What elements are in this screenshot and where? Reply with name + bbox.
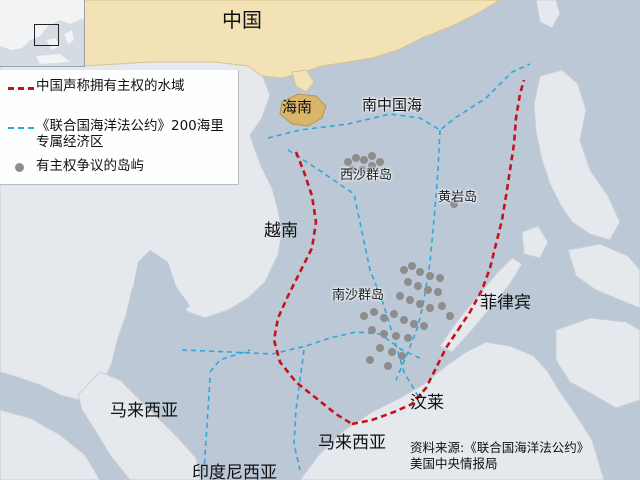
island-paracel [368,152,376,160]
legend-eez-symbol [6,120,36,136]
legend-claim-symbol [6,80,36,96]
label-malaysia-borneo: 马来西亚 [318,433,386,453]
eez-line-vietnam [287,149,419,397]
claim-lines [272,79,526,426]
island-paracel [376,158,384,166]
island-paracel [360,156,368,164]
island-paracel [348,166,356,174]
land-mindoro [521,225,549,259]
inset-focus-frame [34,24,59,46]
island-spratly [404,278,412,286]
land-sumatra [0,409,101,480]
island-spratly [424,286,432,294]
label-vietnam: 越南 [264,221,298,241]
island-spratly [438,302,446,310]
island-spratly [396,292,404,300]
land-taiwan [535,0,561,29]
eez-line-north [267,63,531,139]
island-paracel [368,162,376,170]
eez-line-indonesia-1 [203,377,211,471]
island-spratly [400,316,408,324]
land-hainan [279,93,327,127]
island-spratly [406,296,414,304]
land-leizhou [291,69,315,93]
label-hainan: 海南 [282,98,313,116]
label-philippines: 菲律宾 [480,293,531,313]
eez-lines [181,63,531,471]
source-line-2: 美国中央情报局 [410,456,498,471]
island-spratly [380,314,388,322]
legend-claim-label: 中国声称拥有主权的水域 [36,78,185,94]
island-paracel [352,154,360,162]
source-note: 资料来源:《联合国海洋法公约》 美国中央情报局 [410,440,589,472]
island-spratly [384,362,392,370]
land-visayas [567,243,640,309]
island-spratly [376,344,384,352]
island-paracel [344,158,352,166]
legend-islands-symbol [6,160,36,176]
map-legend: 中国声称拥有主权的水域 《联合国海洋法公约》200海里专属经济区 有主权争议的岛… [0,70,239,185]
island-spratly [420,322,428,330]
legend-item-islands: 有主权争议的岛屿 [6,158,144,176]
label-spratly-islands: 南沙群岛 [332,288,385,303]
island-spratly [400,266,408,274]
land-luzon [533,69,621,241]
land-mindanao [555,317,640,409]
disputed-islands [344,152,458,370]
claim-line-east [456,79,526,331]
eez-line-malaysia [209,349,251,373]
label-malaysia-peninsular: 马来西亚 [110,401,178,421]
island-spratly [380,330,388,338]
land-malay-peninsula [77,371,201,480]
label-brunei: 汶莱 [410,393,444,413]
label-indonesia: 印度尼西亚 [192,463,277,480]
island-spratly [390,310,398,318]
island-spratly [370,308,378,316]
island-spratly [368,326,376,334]
island-spratly [446,312,454,320]
legend-item-eez: 《联合国海洋法公约》200海里专属经济区 [6,118,232,150]
island-spratly [398,352,406,360]
island-spratly [392,332,400,340]
locator-inset [0,0,85,67]
island-spratly [360,312,368,320]
source-line-1: 资料来源:《联合国海洋法公约》 [410,440,590,455]
island-spratly [416,268,424,276]
island-scarborough [450,200,458,208]
island-spratly [434,288,442,296]
label-paracel-islands: 西沙群岛 [340,168,393,183]
eez-line-indonesia-2 [293,349,305,471]
island-paracel [358,166,366,174]
label-china: 中国 [222,8,262,32]
land-borneo [299,341,605,480]
island-spratly [408,262,416,270]
gulf-of-thailand [134,250,190,318]
island-spratly [388,348,396,356]
eez-line-philippines [395,129,441,381]
inset-land [0,0,84,64]
claim-line-south [351,329,460,426]
land-china [83,0,501,79]
island-spratly [436,274,444,282]
eez-line-south [181,331,425,361]
label-south-china-sea: 南中国海 [362,96,423,114]
claim-line-west [272,151,353,426]
island-spratly [366,356,374,364]
island-spratly [426,304,434,312]
island-spratly [414,282,422,290]
label-scarborough-shoal: 黄岩岛 [438,190,478,205]
legend-eez-label: 《联合国海洋法公约》200海里专属经济区 [36,118,224,150]
island-spratly [404,334,412,342]
island-spratly [416,300,424,308]
legend-islands-label: 有主权争议的岛屿 [36,158,144,174]
island-spratly [410,320,418,328]
island-spratly [426,272,434,280]
legend-item-claim: 中国声称拥有主权的水域 [6,78,226,96]
